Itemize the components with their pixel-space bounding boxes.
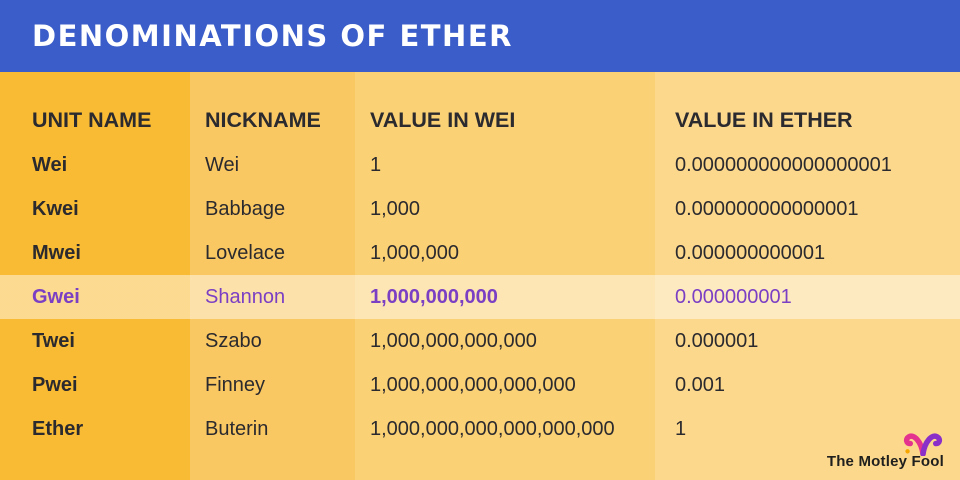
jester-hat-icon bbox=[903, 433, 943, 456]
value-in-ether-cell: 0.000001 bbox=[675, 329, 759, 352]
value-in-wei-cell: 1 bbox=[370, 153, 382, 176]
value-in-ether-cell: 0.000000000000001 bbox=[675, 197, 859, 220]
value-in-wei-cell: 1,000 bbox=[370, 197, 421, 220]
table-row: Wei Wei 1 0.000000000000000001 bbox=[0, 143, 960, 187]
value-in-ether-cell: 0.000000000000000001 bbox=[675, 153, 892, 176]
unit-name-cell: Kwei bbox=[32, 197, 79, 220]
value-in-wei-cell: 1,000,000,000,000,000,000 bbox=[370, 417, 615, 440]
unit-name-cell: Gwei bbox=[32, 285, 80, 308]
unit-name-cell: Ether bbox=[32, 417, 84, 440]
nickname-cell: Buterin bbox=[205, 417, 269, 440]
motley-fool-logo: The Motley Fool bbox=[827, 432, 944, 470]
page-title: DENOMINATIONS OF ETHER bbox=[32, 19, 513, 53]
table-row: Mwei Lovelace 1,000,000 0.000000000001 bbox=[0, 231, 960, 275]
column-header-unit-name: UNIT NAME bbox=[32, 108, 152, 132]
header-bar: DENOMINATIONS OF ETHER bbox=[0, 0, 960, 72]
value-in-ether-cell: 0.001 bbox=[675, 373, 726, 396]
nickname-cell: Shannon bbox=[205, 285, 286, 308]
table-row: Pwei Finney 1,000,000,000,000,000 0.001 bbox=[0, 363, 960, 407]
value-in-ether-cell: 1 bbox=[675, 417, 687, 440]
table-row: Ether Buterin 1,000,000,000,000,000,000 … bbox=[0, 407, 960, 451]
logo-text: The Motley Fool bbox=[826, 453, 944, 470]
nickname-cell: Lovelace bbox=[205, 241, 286, 264]
table-row: Kwei Babbage 1,000 0.000000000000001 bbox=[0, 187, 960, 231]
table-row: Twei Szabo 1,000,000,000,000 0.000001 bbox=[0, 319, 960, 363]
denominations-table: UNIT NAME NICKNAME VALUE IN WEI VALUE IN… bbox=[0, 72, 960, 480]
nickname-cell: Wei bbox=[205, 153, 240, 176]
value-in-wei-cell: 1,000,000,000 bbox=[370, 285, 498, 308]
value-in-ether-cell: 0.000000000001 bbox=[675, 241, 826, 264]
value-in-wei-cell: 1,000,000,000,000,000 bbox=[370, 373, 576, 396]
table-body: Wei Wei 1 0.000000000000000001 Kwei Babb… bbox=[0, 143, 960, 451]
unit-name-cell: Mwei bbox=[32, 241, 81, 264]
column-header-value-in-ether: VALUE IN ETHER bbox=[675, 108, 853, 132]
unit-name-cell: Wei bbox=[32, 153, 68, 176]
nickname-cell: Babbage bbox=[205, 197, 286, 220]
value-in-ether-cell: 0.000000001 bbox=[675, 285, 792, 308]
unit-name-cell: Twei bbox=[32, 329, 75, 352]
value-in-wei-cell: 1,000,000 bbox=[370, 241, 459, 264]
column-header-value-in-wei: VALUE IN WEI bbox=[370, 108, 516, 132]
table-header-row: UNIT NAME NICKNAME VALUE IN WEI VALUE IN… bbox=[0, 72, 960, 143]
table-row: Gwei Shannon 1,000,000,000 0.000000001 bbox=[0, 275, 960, 319]
column-header-nickname: NICKNAME bbox=[205, 108, 321, 132]
value-in-wei-cell: 1,000,000,000,000 bbox=[370, 329, 537, 352]
nickname-cell: Finney bbox=[205, 373, 266, 396]
nickname-cell: Szabo bbox=[205, 329, 262, 352]
unit-name-cell: Pwei bbox=[32, 373, 78, 396]
